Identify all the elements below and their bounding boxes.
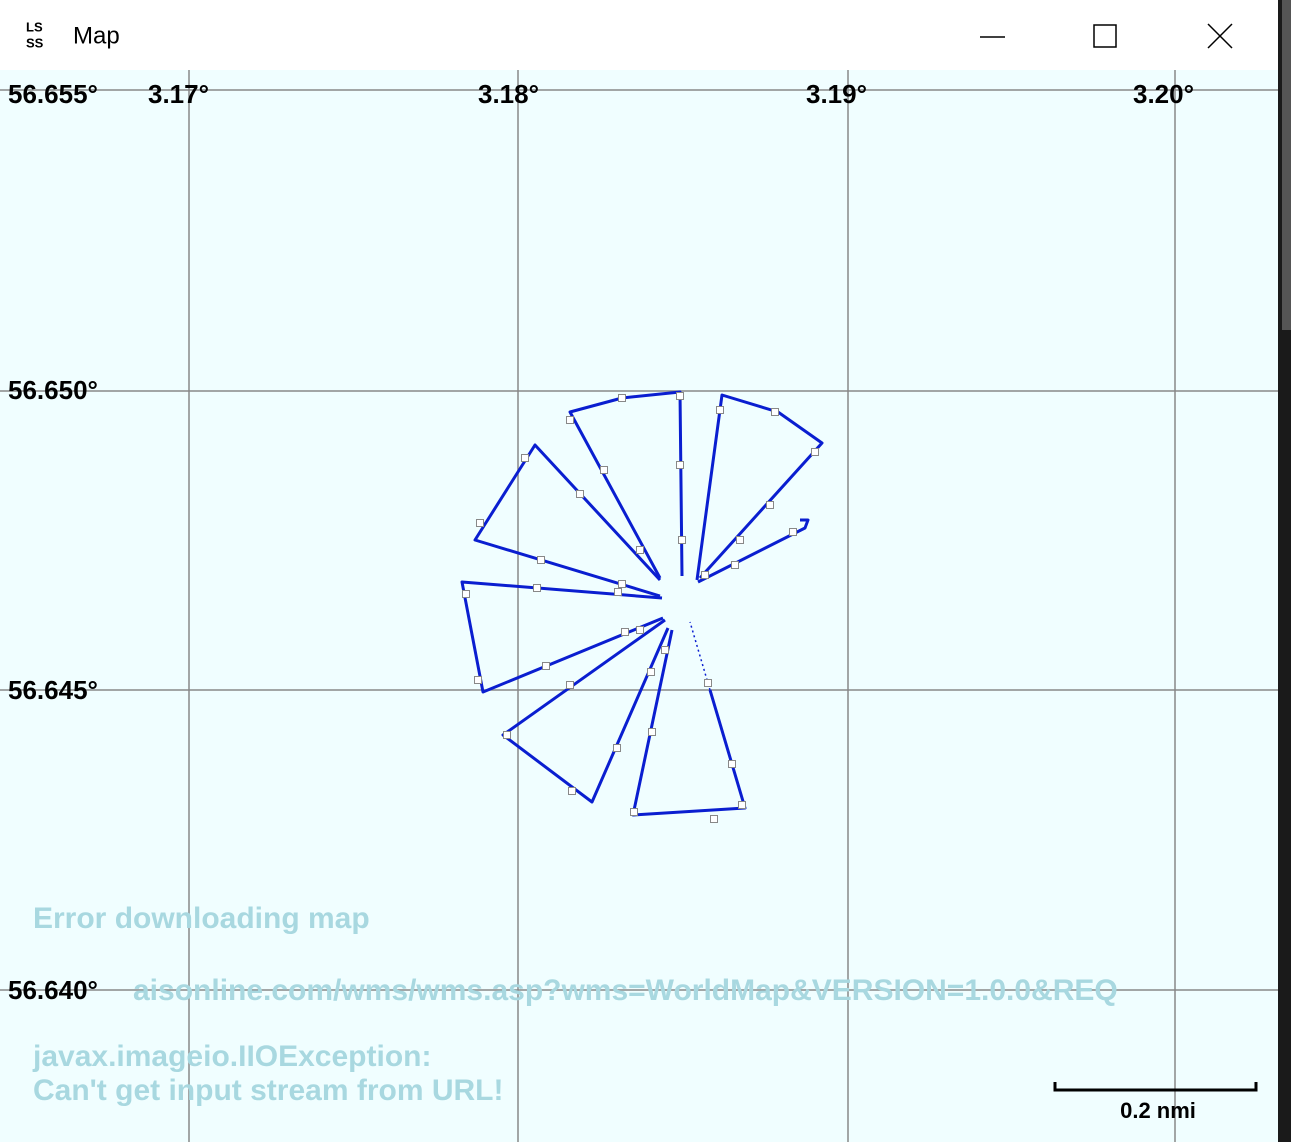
track-marker <box>766 501 774 509</box>
track-marker <box>704 679 712 687</box>
longitude-label: 3.20° <box>1133 79 1194 109</box>
logo-bottom: SS <box>26 35 44 50</box>
track-markers <box>462 392 819 823</box>
track-marker <box>566 681 574 689</box>
maximize-button[interactable] <box>1093 24 1117 48</box>
track-marker <box>771 408 779 416</box>
track-marker <box>542 662 550 670</box>
track-marker <box>701 571 709 579</box>
track-marker <box>613 744 621 752</box>
track-marker <box>738 801 746 809</box>
track-marker <box>533 584 541 592</box>
axis-labels: 3.17° 3.18° 3.19° 3.20° 56.655° 56.650° … <box>8 79 1194 1005</box>
track-marker <box>537 556 545 564</box>
track-marker <box>731 561 739 569</box>
scale-label: 0.2 nmi <box>1120 1098 1196 1123</box>
title-bar <box>0 0 1291 70</box>
track-marker <box>474 676 482 684</box>
longitude-label: 3.19° <box>806 79 867 109</box>
track-marker <box>476 519 484 527</box>
track-marker <box>676 461 684 469</box>
track-marker <box>676 392 684 400</box>
track-marker <box>600 466 608 474</box>
latitude-label: 56.655° <box>8 79 98 109</box>
latitude-label: 56.650° <box>8 375 98 405</box>
track-marker <box>710 815 718 823</box>
map-area <box>0 70 1278 1142</box>
track-marker <box>636 626 644 634</box>
logo-top: LS <box>26 19 43 34</box>
track-marker <box>661 646 669 654</box>
track-marker <box>811 448 819 456</box>
longitude-label: 3.18° <box>478 79 539 109</box>
track-marker <box>614 588 622 596</box>
track-marker <box>618 580 626 588</box>
track-marker <box>636 546 644 554</box>
close-button[interactable] <box>1207 23 1233 49</box>
track-marker <box>521 454 529 462</box>
track-marker <box>503 731 511 739</box>
window-title: Map <box>73 22 120 49</box>
latitude-label: 56.645° <box>8 675 98 705</box>
scrollbar <box>1282 0 1291 330</box>
latitude-label: 56.640° <box>8 975 98 1005</box>
track-marker <box>716 406 724 414</box>
track-marker <box>728 760 736 768</box>
track-marker <box>648 728 656 736</box>
track-marker <box>630 808 638 816</box>
track-marker <box>647 668 655 676</box>
track-marker <box>678 536 686 544</box>
error-line: Error downloading map <box>33 902 370 935</box>
track-marker <box>789 528 797 536</box>
track-marker <box>736 536 744 544</box>
longitude-label: 3.17° <box>148 79 209 109</box>
track-marker <box>576 490 584 498</box>
track-marker <box>462 590 470 598</box>
track-marker <box>621 628 629 636</box>
track-marker <box>566 416 574 424</box>
error-line: Can't get input stream from URL! <box>33 1074 503 1107</box>
error-text: Error downloading map aisonline.com/wms/… <box>32 902 1118 1107</box>
grid <box>0 70 1278 1142</box>
error-line: javax.imageio.IIOException: <box>32 1040 431 1073</box>
scale-bar: 0.2 nmi <box>1053 1082 1258 1123</box>
track-marker <box>568 787 576 795</box>
track-marker <box>618 394 626 402</box>
error-line: aisonline.com/wms/wms.asp?wms=WorldMap&V… <box>133 974 1118 1007</box>
